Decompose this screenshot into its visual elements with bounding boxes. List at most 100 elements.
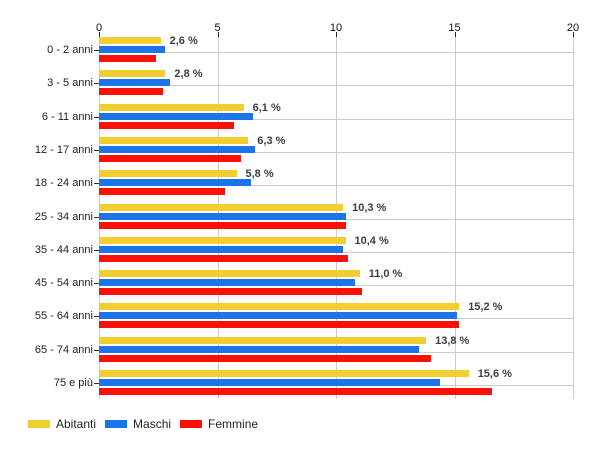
legend-swatch-abitanti [28, 420, 50, 428]
value-label: 10,3 % [352, 201, 387, 214]
bar-maschi [99, 312, 457, 320]
category-axis-tick [94, 349, 99, 351]
category-gridline [99, 185, 573, 187]
category-label: 55 - 64 anni [34, 310, 93, 323]
legend-item-maschi: Maschi [105, 417, 171, 431]
legend-item-abitanti: Abitanti [28, 417, 96, 431]
category-label: 45 - 54 anni [34, 277, 93, 290]
bar-maschi [99, 46, 166, 53]
bar-abitanti [99, 270, 360, 278]
category-axis-tick [94, 149, 99, 151]
bar-maschi [99, 79, 171, 87]
category-axis-tick [94, 183, 99, 185]
category-gridline [99, 118, 573, 120]
category-axis-tick [94, 316, 99, 318]
legend-label: Abitanti [56, 417, 97, 431]
category-row: 6,3 % [99, 134, 573, 164]
bar-abitanti [99, 170, 237, 178]
bar-femmine [99, 221, 346, 229]
category-row: 2,8 % [99, 68, 573, 97]
category-axis-tick [94, 83, 99, 85]
category-row: 10,4 % [99, 234, 573, 264]
value-label: 15,2 % [468, 301, 503, 314]
category-row: 15,2 % [99, 301, 573, 330]
bar-maschi [99, 212, 346, 220]
category-label: 75 e più [53, 377, 93, 389]
bar-maschi [99, 379, 441, 386]
category-label: 18 - 24 anni [34, 177, 93, 190]
bar-maschi [99, 145, 256, 153]
value-label: 10,4 % [354, 234, 389, 247]
x-axis-tick [454, 32, 456, 37]
category-label: 3 - 5 anni [47, 77, 93, 90]
bar-abitanti [99, 203, 344, 211]
x-axis-tick-label: 5 [214, 22, 221, 34]
legend-label: Femmine [208, 417, 259, 431]
category-gridline [99, 151, 573, 153]
value-label: 2,6 % [169, 35, 198, 47]
bar-maschi [99, 112, 254, 120]
bar-abitanti [99, 136, 249, 144]
bar-abitanti [99, 236, 346, 244]
category-row: 15,6 % [99, 368, 573, 397]
bar-femmine [99, 354, 431, 362]
category-label: 0 - 2 anni [47, 44, 93, 56]
bar-maschi [99, 245, 344, 253]
bar-femmine [99, 321, 460, 329]
value-label: 11,0 % [368, 268, 403, 281]
x-axis-tick [99, 32, 100, 37]
category-gridline [99, 85, 573, 87]
bar-femmine [99, 254, 348, 262]
x-axis-tick [217, 32, 219, 37]
bar-maschi [99, 179, 251, 187]
value-label: 2,8 % [174, 68, 203, 81]
legend-item-femmine: Femmine [180, 417, 258, 431]
bar-femmine [99, 88, 163, 96]
x-gridline [454, 37, 456, 399]
category-row: 11,0 % [99, 268, 573, 297]
bar-femmine [99, 55, 156, 62]
bar-abitanti [99, 103, 244, 111]
category-axis-tick [94, 116, 99, 118]
category-row: 6,1 % [99, 101, 573, 131]
value-label: 6,3 % [257, 134, 286, 147]
category-label: 25 - 34 anni [34, 210, 93, 223]
bar-abitanti [99, 303, 460, 311]
category-row: 5,8 % [99, 168, 573, 197]
value-label: 15,6 % [477, 368, 512, 380]
x-gridline [573, 37, 574, 399]
category-row: 10,3 % [99, 201, 573, 231]
legend: Abitanti Maschi Femmine [28, 417, 258, 431]
x-axis-tick [573, 32, 574, 37]
bar-femmine [99, 388, 493, 395]
category-label: 35 - 44 anni [34, 243, 93, 256]
bar-femmine [99, 188, 225, 196]
category-axis-tick [94, 249, 99, 251]
category-axis-tick [94, 283, 99, 285]
legend-label: Maschi [133, 417, 172, 431]
category-axis-tick [94, 383, 99, 384]
category-gridline [99, 52, 573, 53]
value-label: 6,1 % [252, 101, 281, 114]
value-label: 13,8 % [435, 334, 470, 347]
x-axis-tick-label: 20 [566, 22, 580, 34]
plot-area: 2,6 % 2,8 % 6,1 % 6,3 % 5,8 % 10,3 % 10,4 % 11,… [99, 32, 574, 399]
x-axis-tick-label: 10 [329, 22, 343, 34]
bar-abitanti [99, 336, 427, 344]
value-label: 5,8 % [245, 168, 274, 181]
category-row: 13,8 % [99, 334, 573, 364]
category-label: 6 - 11 anni [41, 110, 93, 123]
bar-femmine [99, 288, 363, 296]
bar-abitanti [99, 37, 161, 44]
category-label: 12 - 17 anni [34, 143, 93, 156]
category-row: 2,6 % [99, 35, 573, 64]
category-axis-tick [94, 50, 99, 51]
category-label: 65 - 74 anni [34, 343, 93, 356]
x-axis-tick-label: 0 [95, 22, 103, 34]
legend-swatch-femmine [180, 420, 203, 428]
category-axis-tick [94, 216, 99, 218]
bar-maschi [99, 345, 419, 353]
legend-swatch-maschi [105, 420, 128, 428]
bar-femmine [99, 154, 242, 162]
